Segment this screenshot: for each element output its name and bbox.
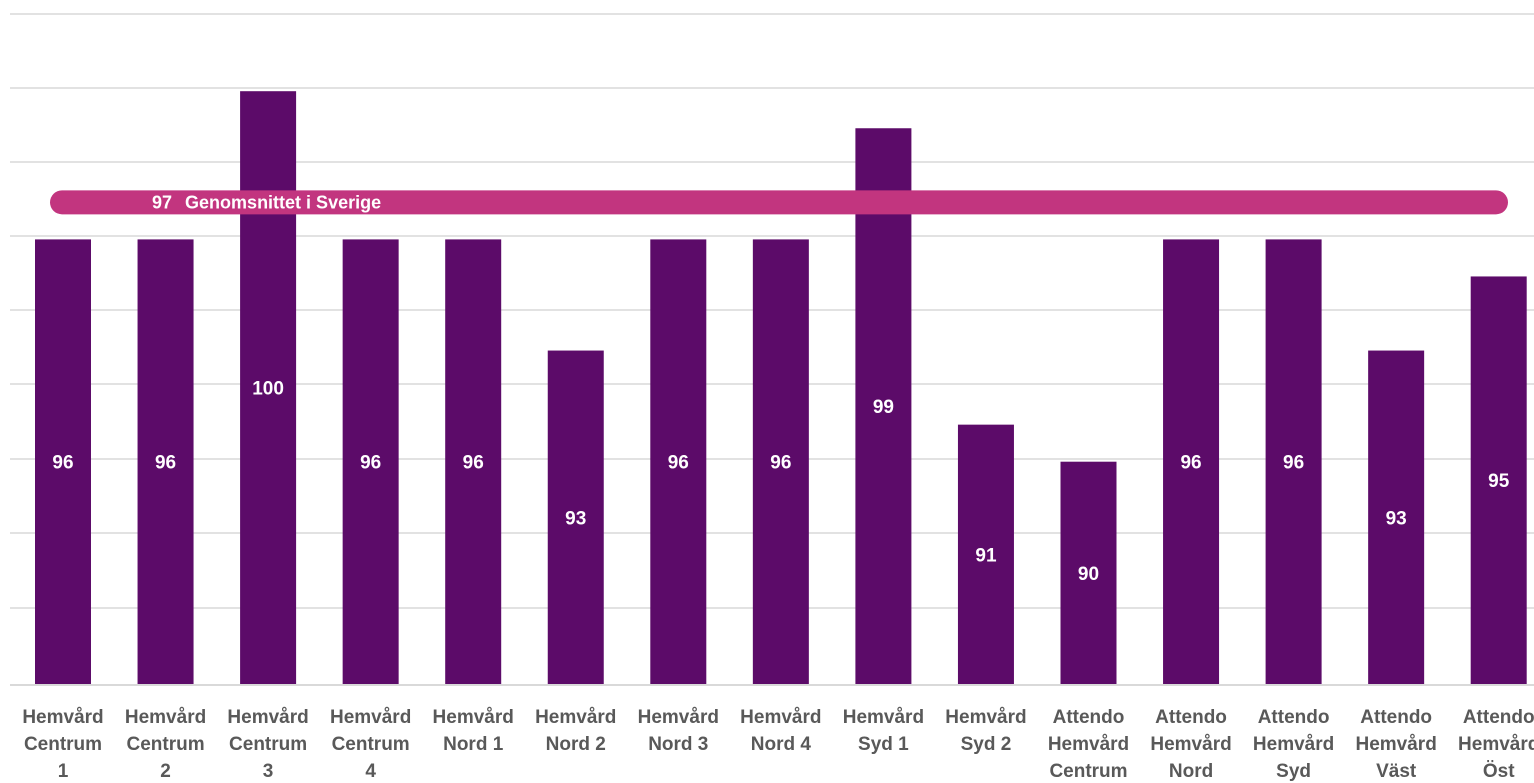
category-label: Hemvård Nord 3 (638, 707, 719, 755)
bar (137, 239, 194, 684)
bar-value-label: 93 (565, 508, 586, 529)
category-label: Hemvård Centrum 4 (330, 707, 411, 782)
bars (35, 91, 1527, 684)
bar-value-label: 99 (873, 397, 894, 418)
bar-value-label: 96 (155, 453, 176, 474)
bar-value-label: 96 (1180, 453, 1201, 474)
bar-value-label: 100 (252, 379, 284, 400)
bar (752, 239, 809, 684)
bar (445, 239, 502, 684)
bar-value-label: 96 (1283, 453, 1304, 474)
bar-value-label: 96 (770, 453, 791, 474)
bar (1060, 461, 1117, 684)
bar-value-label: 95 (1488, 471, 1510, 492)
average-label: 97 Genomsnittet i Sverige (152, 192, 381, 212)
bar-value-label: 93 (1386, 508, 1407, 529)
category-label: Hemvård Centrum 3 (227, 707, 308, 782)
bar-value-label: 96 (360, 453, 381, 474)
bar (1265, 239, 1322, 684)
average-line (50, 190, 1508, 215)
bar-value-labels: 96 96 100 96 96 93 96 96 99 91 90 96 96 93 95 (52, 379, 1509, 585)
bar (650, 239, 707, 684)
category-label: Attendo Hemvård Syd (1253, 707, 1334, 782)
category-label: Attendo Hemvård Väst (1355, 707, 1436, 782)
bar-value-label: 96 (52, 453, 73, 474)
bar (1368, 350, 1425, 684)
category-label: Hemvård Syd 2 (945, 707, 1026, 755)
bar-value-label: 90 (1078, 564, 1099, 585)
bar-value-label: 91 (975, 545, 997, 566)
category-label: Hemvård Nord 2 (535, 707, 616, 755)
category-label: Hemvård Nord 1 (433, 707, 514, 755)
bar (957, 424, 1014, 684)
average-reference: 97 Genomsnittet i Sverige (50, 190, 1508, 215)
bar (240, 91, 297, 684)
category-label: Hemvård Centrum 1 (22, 707, 103, 782)
category-labels: Hemvård Centrum 1 Hemvård Centrum 2 Hemvård Cen… (22, 707, 1534, 782)
category-label: Attendo Hemvård Öst (1458, 707, 1534, 782)
bar (1470, 276, 1527, 684)
bar (1163, 239, 1220, 684)
category-label: Hemvård Nord 4 (740, 707, 821, 755)
bar-value-label: 96 (668, 453, 689, 474)
bar (855, 128, 912, 684)
category-label: Attendo Hemvård Centrum (1048, 707, 1129, 782)
bar (35, 239, 91, 684)
bar (547, 350, 604, 684)
average-caption: Genomsnittet i Sverige (185, 192, 381, 212)
bar (342, 239, 399, 684)
average-value: 97 (152, 192, 172, 212)
category-label: Hemvård Centrum 2 (125, 707, 206, 782)
category-label: Hemvård Syd 1 (843, 707, 924, 755)
bar-value-label: 96 (463, 453, 484, 474)
category-label: Attendo Hemvård Nord (1150, 707, 1231, 782)
